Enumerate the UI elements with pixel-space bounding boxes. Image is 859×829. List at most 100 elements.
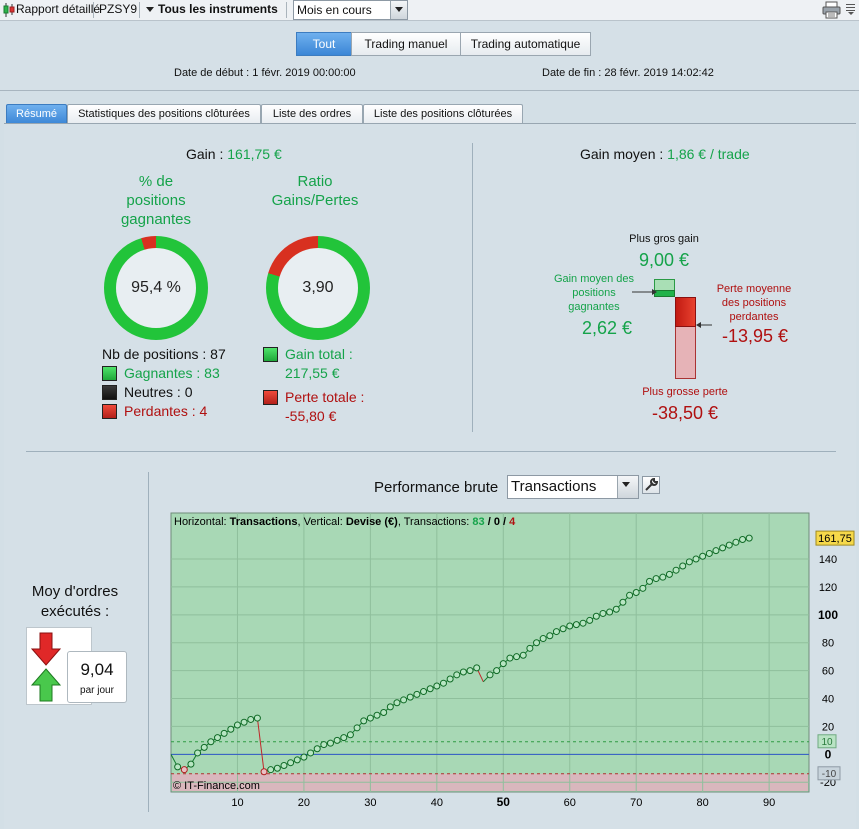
series-point <box>526 644 534 652</box>
period-select[interactable]: Mois en cours <box>293 0 408 20</box>
performance-chart: 10 20 30 40 50 60 70 80 90 140120100806040200-20… <box>170 512 855 808</box>
last-value-tag <box>815 530 855 546</box>
pointer-arrows <box>632 289 712 328</box>
arrow-down-icon <box>30 632 62 666</box>
win-pct-title-line: positions <box>126 192 186 209</box>
x-tick-label: 60 <box>564 797 576 808</box>
chart-header-v-label: Vertical: <box>304 516 343 528</box>
x-tick-label: 40 <box>431 797 443 808</box>
series-point <box>672 566 680 574</box>
avg-loss-label-line: des positions <box>721 297 787 309</box>
x-tick-label: 80 <box>697 797 709 808</box>
series-point <box>612 605 620 613</box>
tab-closed-stats[interactable]: Statistiques des positions clôturées <box>67 104 261 124</box>
filter-manual-button[interactable]: Trading manuel <box>351 32 461 56</box>
series-point <box>679 562 687 570</box>
ratio-title-line: Ratio <box>297 173 333 190</box>
series-point <box>459 668 467 676</box>
series-point <box>187 760 195 768</box>
toolbar-divider <box>139 2 140 18</box>
y-tick-label: 100 <box>818 608 838 622</box>
gain-total-swatch <box>263 347 278 362</box>
series-point <box>446 675 454 683</box>
avg-loss-tag-label: -10 <box>822 769 837 780</box>
series-point <box>393 699 401 707</box>
series-point <box>360 717 368 725</box>
y-tick-label: 80 <box>822 638 834 650</box>
plot-background <box>170 512 810 793</box>
x-tick-label: 30 <box>364 797 376 808</box>
account-label[interactable]: PZSY9 <box>99 2 138 16</box>
series-point <box>406 693 414 701</box>
print-icon[interactable] <box>821 1 843 19</box>
series-point <box>180 766 188 774</box>
avg-loss-bar <box>675 297 696 327</box>
avg-win-value: 2,62 € <box>581 318 633 338</box>
avg-loss-label-line: perdantes <box>729 311 779 323</box>
wrench-button[interactable] <box>642 476 660 494</box>
series-point <box>327 739 334 747</box>
avg-loss-label-line: Perte moyenne <box>716 283 792 295</box>
report-label: Rapport détaillé <box>16 2 101 16</box>
series-point <box>493 667 501 675</box>
tab-orders[interactable]: Liste des ordres <box>261 104 363 124</box>
period-value: Mois en cours <box>297 3 372 17</box>
series-segment <box>256 718 265 772</box>
series-point <box>267 766 275 774</box>
series-point <box>513 653 521 661</box>
horizontal-divider <box>26 451 836 452</box>
x-tick-label: 50 <box>497 795 511 808</box>
series-point <box>174 763 182 771</box>
avg-win-label-line: positions <box>572 287 616 299</box>
y-tick-label: 120 <box>819 582 837 594</box>
performance-title: Performance brute <box>374 479 499 496</box>
series-point <box>586 616 594 624</box>
x-tick-label: 10 <box>231 797 243 808</box>
window-menu-icon[interactable] <box>846 4 855 15</box>
win-pct-value: 95,4 % <box>116 248 196 328</box>
wrench-icon <box>645 477 659 491</box>
series-point <box>307 749 315 757</box>
tab-closed-positions[interactable]: Liste des positions clôturées <box>363 104 523 124</box>
y-tick-label: 20 <box>822 721 834 733</box>
series-point <box>200 743 208 751</box>
performance-select[interactable]: Transactions <box>507 475 639 499</box>
series-point <box>606 608 614 616</box>
filter-all-button[interactable]: Tout <box>296 32 352 56</box>
series-point <box>214 734 222 742</box>
chevron-down-icon[interactable] <box>617 476 638 498</box>
series-point <box>685 558 693 566</box>
series-point <box>659 573 667 581</box>
series-point <box>373 711 381 719</box>
y-tick-label: 60 <box>822 666 834 678</box>
orders-unit: par jour <box>80 685 114 696</box>
instruments-label: Tous les instruments <box>158 2 278 16</box>
series-point <box>712 547 720 555</box>
chevron-down-icon[interactable] <box>390 1 407 19</box>
axis-tags: 161,75 10 -10 <box>815 530 855 781</box>
x-tick-label: 20 <box>298 797 310 808</box>
max-loss-value: -38,50 € <box>651 403 719 423</box>
series-point <box>426 685 434 693</box>
series-point <box>745 534 753 542</box>
chart-header-v-value: Devise (€) <box>346 516 398 528</box>
series-point <box>665 570 673 578</box>
gain-total-value: 217,55 € <box>285 365 340 381</box>
series-point <box>400 696 408 704</box>
equity-series <box>170 534 753 776</box>
nb-positions: Nb de positions : 87 <box>102 346 226 362</box>
x-axis-ticks: 10 20 30 40 50 60 70 80 90 <box>231 795 775 808</box>
instruments-dropdown[interactable]: Tous les instruments <box>146 0 278 20</box>
avg-loss-value: -13,95 € <box>721 326 789 346</box>
tab-summary[interactable]: Résumé <box>6 104 67 124</box>
filter-auto-button[interactable]: Trading automatique <box>460 32 591 56</box>
series-point <box>579 619 587 627</box>
start-date: Date de début : 1 févr. 2019 00:00:00 <box>174 67 356 79</box>
avg-win-label: Gain moyen des positions gagnantes <box>544 272 644 314</box>
series-point <box>333 736 341 744</box>
orders-arrows <box>30 632 62 702</box>
y-tick-label: 140 <box>819 554 837 566</box>
series-point <box>346 731 354 739</box>
series-point <box>499 660 507 668</box>
series-point <box>433 682 441 690</box>
